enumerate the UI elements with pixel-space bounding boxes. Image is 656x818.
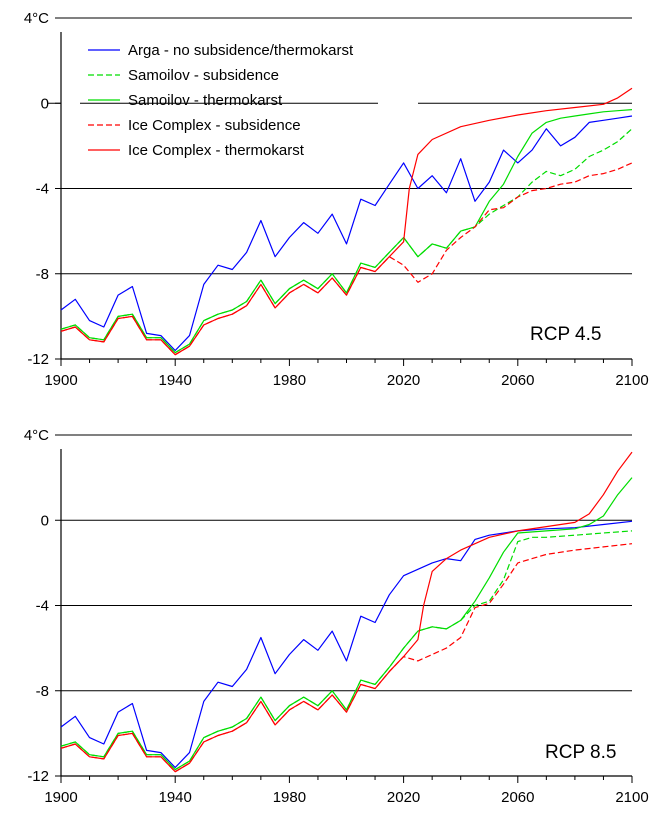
y-tick-label: 4°C (24, 10, 49, 27)
legend-label: Arga - no subsidence/thermokarst (128, 42, 354, 59)
x-tick-label: 1900 (44, 789, 77, 806)
chart-panel-rcp85: 4°C 0 -4 -8 -12 1900 1940 1980 2020 2060 2100 RCP 8… (24, 427, 649, 806)
legend-label: Ice Complex - subsidence (128, 117, 301, 134)
x-tick-label: 2020 (387, 789, 420, 806)
series-line-samoilov-subsidence (60, 128, 633, 354)
y-tick-label: 4°C (24, 427, 49, 444)
series-line-arga (60, 115, 633, 352)
legend-label: Samoilov - thermokarst (128, 92, 283, 109)
y-tick-label: -8 (36, 266, 49, 283)
chart-panel-rcp45: 4°C 0 -4 -8 -12 1900 1940 1980 2020 2060 2100 RCP 4… (24, 10, 649, 389)
series-line-ice-complex-thermokarst (60, 451, 633, 773)
y-tick-label: -8 (36, 683, 49, 700)
panel-label: RCP 4.5 (530, 324, 601, 345)
series-line-arga (60, 520, 633, 769)
y-tick-label: -4 (36, 181, 49, 198)
series-line-samoilov-thermokarst (60, 109, 633, 354)
x-tick-label: 1940 (159, 372, 192, 389)
x-tick-label: 2060 (501, 789, 534, 806)
series-line-ice-complex-subsidence (60, 543, 633, 773)
legend-label: Samoilov - subsidence (128, 67, 279, 84)
legend: Arga - no subsidence/thermokarst Samoilov… (88, 42, 354, 159)
y-tick-label: -12 (27, 768, 49, 785)
y-tick-label: -4 (36, 598, 49, 615)
x-tick-label: 1980 (273, 372, 306, 389)
x-tick-label: 2100 (615, 372, 648, 389)
x-tick-label: 2020 (387, 372, 420, 389)
y-tick-label: -12 (27, 351, 49, 368)
x-tick-label: 1940 (159, 789, 192, 806)
x-tick-label: 1980 (273, 789, 306, 806)
series-line-samoilov-subsidence (60, 530, 633, 771)
x-tick-label: 2060 (501, 372, 534, 389)
series-line-samoilov-thermokarst (60, 477, 633, 771)
y-tick-label: 0 (41, 95, 49, 112)
panel-label: RCP 8.5 (545, 742, 616, 763)
x-tick-label: 1900 (44, 372, 77, 389)
y-tick-label: 0 (41, 512, 49, 529)
legend-label: Ice Complex - thermokarst (128, 142, 305, 159)
x-tick-label: 2100 (615, 789, 648, 806)
series-line-ice-complex-thermokarst (60, 87, 633, 356)
